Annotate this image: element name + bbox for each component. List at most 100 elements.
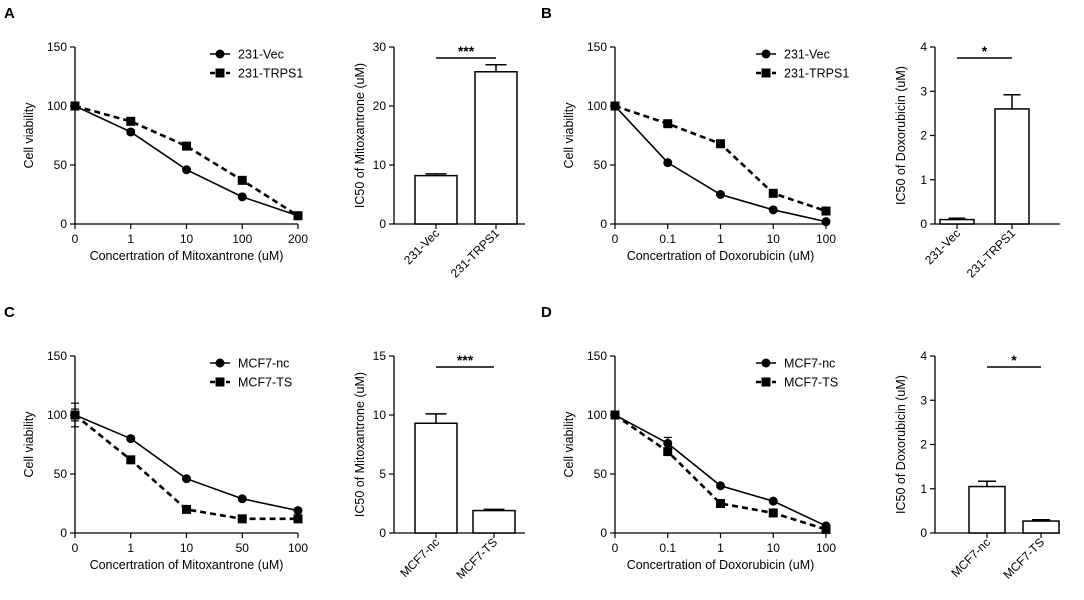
chart-c-line-x-tick-label-4: 100: [288, 541, 308, 555]
chart-c-bar-x-tick-label-0: MCF7-nc: [397, 535, 442, 580]
chart-b-bar-bar-0: [939, 218, 975, 225]
chart-c-line-y-axis-title: Cell viability: [22, 411, 36, 478]
chart-c-line-series-0-legend-marker: [215, 358, 225, 368]
chart-b-bar-x-tick-label-1: 231-TRPS1: [964, 226, 1018, 280]
chart-a-line-series-1-point-3: [237, 175, 247, 185]
chart-d-bar-y-tick-label-3: 3: [920, 393, 927, 407]
chart-a-line-series-0-legend-label: 231-Vec: [238, 48, 284, 62]
chart-c-bar-significance-label: ***: [457, 352, 474, 368]
chart-b-line-y-tick-label-2: 100: [587, 99, 607, 113]
chart-d-line-series-0-legend-label: MCF7-nc: [784, 357, 835, 371]
chart-b-bar-y-tick-label-3: 3: [920, 84, 927, 98]
chart-a-line-y-axis-title: Cell viability: [22, 102, 36, 169]
chart-b-bar-y-axis-title: IC50 of Doxorubicin (uM): [894, 66, 908, 205]
chart-c-line-series-0-point-2: [182, 474, 191, 484]
chart-c-line-series-1-point-4: [293, 514, 303, 524]
chart-c-line-series-0-point-4: [293, 506, 303, 516]
panel-letter-a: A: [4, 5, 15, 22]
chart-c-line-y-tick-label-1: 50: [54, 467, 68, 481]
chart-d-line-series-1-legend-marker: [761, 377, 771, 387]
chart-d-line-series-0-line: [614, 414, 827, 527]
chart-b-bar-y-tick-label-1: 1: [920, 173, 927, 187]
chart-a-line-x-tick-label-0: 0: [72, 232, 79, 246]
chart-d-bar-bar-0: [968, 485, 1006, 534]
chart-a-line-x-tick-label-3: 100: [232, 232, 252, 246]
chart-b-bar-y-tick-label-0: 0: [920, 217, 927, 231]
chart-a-bar-significance-label: ***: [458, 43, 475, 59]
chart-a-line-y-tick-label-2: 100: [47, 99, 67, 113]
chart-d-line-x-tick-label-0: 0: [612, 541, 619, 555]
chart-a-bar-x-tick-label-1: 231-TRPS1: [448, 226, 502, 280]
chart-c-line-series-1-legend-label: MCF7-TS: [238, 376, 292, 390]
chart-c-line-series-1-point-3: [237, 514, 247, 524]
chart-a-bar-y-tick-label-0: 0: [379, 217, 386, 231]
chart-a-bar-y-tick-label-1: 10: [373, 158, 387, 172]
chart-d-line-series-0-point-3: [768, 496, 778, 506]
chart-a-bar-bar-1: [474, 71, 518, 225]
chart-a-line-series-1-point-4: [293, 211, 303, 221]
chart-b-line-series-1-point-4: [821, 206, 831, 216]
chart-a-line-series-1-point-2: [182, 141, 191, 151]
chart-b-line-series-1-legend-label: 231-TRPS1: [784, 67, 849, 81]
chart-a-line-series-0-line: [74, 105, 299, 217]
chart-a-line-series-1-legend-marker: [215, 68, 225, 78]
chart-b-line-x-tick-label-2: 1: [717, 232, 724, 246]
chart-b-line-x-tick-label-1: 0.1: [659, 232, 676, 246]
chart-b-line-y-axis-title: Cell viability: [562, 102, 576, 169]
chart-d-line-x-tick-label-3: 10: [767, 541, 781, 555]
chart-a-line-y-tick-label-1: 50: [54, 158, 68, 172]
panel-letter-d: D: [541, 304, 552, 321]
chart-a-line-series-1-line: [74, 104, 299, 217]
chart-d-bar-y-tick-label-1: 1: [920, 482, 927, 496]
chart-c-line-x-tick-label-2: 10: [180, 541, 194, 555]
chart-c-line-y-tick-label-0: 0: [60, 526, 67, 540]
chart-d-bar-y-tick-label-2: 2: [920, 438, 927, 452]
chart-b-line-x-tick-label-0: 0: [612, 232, 619, 246]
chart-a-bar-y-tick-label-3: 30: [373, 40, 387, 54]
chart-c-bar-bar-1: [472, 509, 516, 534]
chart-b-line-series-0-legend-marker: [761, 49, 771, 59]
chart-a-line-series-0-point-1: [126, 127, 136, 137]
chart-b-line-x-axis-title: Concertration of Doxorubicin (uM): [627, 249, 815, 263]
chart-d-bar-significance-label: *: [1011, 352, 1017, 368]
chart-c-line-x-tick-label-3: 50: [236, 541, 250, 555]
chart-d-line-y-tick-label-2: 100: [587, 408, 607, 422]
chart-b-line-x-tick-label-3: 10: [767, 232, 781, 246]
chart-b-bar-y-tick-label-4: 4: [920, 40, 927, 54]
chart-d-line-y-tick-label-1: 50: [594, 467, 608, 481]
chart-c-line-series-1-point-1: [126, 455, 136, 465]
chart-c-line-series-0-point-3: [237, 494, 247, 504]
chart-d-line-series-1-legend-label: MCF7-TS: [784, 376, 838, 390]
chart-c-bar-y-tick-label-3: 15: [373, 349, 387, 363]
chart-b-line-series-1-legend-marker: [761, 68, 771, 78]
chart-c-line-y-tick-label-3: 150: [47, 349, 67, 363]
chart-a-line-x-axis-title: Concertration of Mitoxantrone (uM): [90, 249, 284, 263]
chart-b-line-series-1-point-3: [768, 188, 778, 198]
chart-b-line-series-0-line: [614, 105, 827, 223]
chart-c-line-y-tick-label-2: 100: [47, 408, 67, 422]
chart-a-line-series-0-point-3: [237, 192, 247, 202]
chart-b-bar-significance-label: *: [982, 43, 988, 59]
chart-c-line-series-1-legend-marker: [215, 377, 225, 387]
chart-a-bar-bar-0: [414, 174, 458, 225]
chart-c-line-series-1-point-2: [182, 504, 191, 514]
chart-d-line-series-1-point-4: [821, 524, 831, 534]
chart-b-line-series-0-point-2: [716, 190, 725, 199]
chart-a-bar-x-tick-label-0: 231-Vec: [401, 226, 442, 267]
chart-d-line-x-axis-title: Concertration of Doxorubicin (uM): [627, 558, 815, 572]
chart-b-bar-y-tick-label-2: 2: [920, 129, 927, 143]
chart-b-line-series-0-legend-label: 231-Vec: [784, 48, 830, 62]
chart-b-bar-bar-1: [994, 108, 1030, 225]
chart-a-line-series-1-point-0: [70, 101, 80, 111]
chart-d-line-y-axis-title: Cell viability: [562, 411, 576, 478]
chart-d-bar-x-tick-label-0: MCF7-nc: [948, 535, 993, 580]
chart-d-bar-y-tick-label-4: 4: [920, 349, 927, 363]
chart-b-line-series-1-point-2: [716, 139, 725, 149]
chart-b-line-series-1-point-0: [610, 101, 620, 111]
chart-c-line-x-axis-title: Concertration of Mitoxantrone (uM): [90, 558, 284, 572]
chart-d-line-x-tick-label-4: 100: [816, 541, 836, 555]
chart-d-line-y-tick-label-3: 150: [587, 349, 607, 363]
chart-a-bar-y-tick-label-2: 20: [373, 99, 387, 113]
